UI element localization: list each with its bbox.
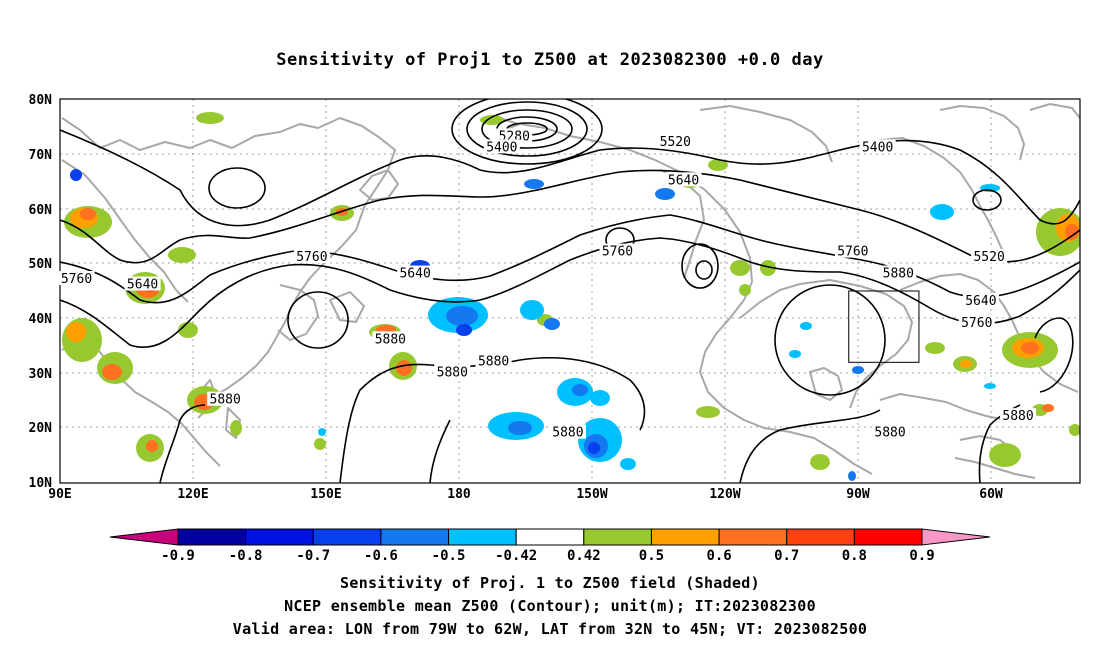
contour-label-bg — [971, 249, 1008, 264]
lat-label: 70N — [29, 148, 53, 163]
contour-label: 5880 — [883, 267, 914, 282]
colorbar-swatch — [650, 528, 720, 546]
colorbar-swatch — [718, 528, 788, 546]
contour-label: 5520 — [660, 135, 691, 150]
colorbar-tick-label: -0.6 — [364, 548, 398, 564]
colorbar — [109, 528, 991, 546]
lon-label: 150E — [310, 487, 341, 502]
contour-label-bg — [665, 172, 702, 187]
contour-label-bg — [657, 133, 694, 148]
contour-label: 5400 — [486, 140, 517, 155]
colorbar-arrow-max — [921, 528, 991, 546]
contour-label: 5760 — [837, 245, 868, 260]
contour-label-bg — [397, 265, 434, 280]
lon-label: 150W — [576, 487, 607, 502]
contour-label: 5760 — [961, 316, 992, 331]
colorbar-tick-label: 0.9 — [909, 548, 934, 564]
lon-label: 120E — [177, 487, 208, 502]
contour-label: 5880 — [375, 332, 406, 347]
z500-contours — [60, 99, 1080, 483]
lon-label: 60W — [979, 487, 1003, 502]
contour-label: 5880 — [437, 365, 468, 380]
colorbar-tick-label: -0.7 — [296, 548, 330, 564]
contour-label-bg — [1000, 408, 1037, 423]
caption-line-1: Sensitivity of Proj. 1 to Z500 field (Sh… — [340, 574, 760, 592]
colorbar-swatch — [583, 528, 652, 546]
contour-label: 5640 — [668, 173, 699, 188]
contour-label: 5640 — [965, 294, 996, 309]
contour-label: 5760 — [602, 245, 633, 260]
contour-label: 5880 — [552, 426, 583, 441]
contour-label-bg — [872, 424, 909, 439]
colorbar-tick-label: 0.5 — [639, 548, 664, 564]
lat-label: 40N — [29, 312, 53, 327]
colorbar-labels: -0.9 -0.8 -0.7 -0.6 -0.5 -0.42 0.42 0.5 0.6 0.7 0.… — [161, 548, 935, 564]
contour-label-bg — [496, 128, 533, 143]
colorbar-tick-label: 0.6 — [706, 548, 731, 564]
contour-label: 5520 — [973, 250, 1004, 265]
colorbar-swatch — [177, 528, 247, 546]
contour-label: 5400 — [862, 140, 893, 155]
valid-area-box — [848, 290, 920, 363]
contour-label: 5880 — [478, 354, 509, 369]
contour-label-bg — [483, 139, 520, 154]
lat-label: 50N — [29, 257, 53, 272]
contour-label-bg — [880, 265, 917, 280]
lat-label: 10N — [29, 476, 53, 491]
colorbar-tick-label: -0.8 — [229, 548, 263, 564]
colorbar-swatch — [312, 528, 382, 546]
contour-label-bg — [293, 249, 330, 264]
contour-label-bg — [124, 276, 161, 291]
lat-label: 30N — [29, 367, 53, 382]
contour-label-bg — [372, 331, 409, 346]
lon-label: 180 — [447, 487, 471, 502]
contour-label-bg — [859, 139, 896, 154]
caption-line-2: NCEP ensemble mean Z500 (Contour); unit(… — [284, 597, 816, 615]
colorbar-tick-label: 0.7 — [774, 548, 799, 564]
contour-label-bg — [207, 391, 244, 406]
contour-label: 5760 — [61, 272, 92, 287]
contour-label: 5880 — [210, 393, 241, 408]
contour-label-bg — [599, 243, 636, 258]
contour-label-bg — [962, 292, 999, 307]
lon-label: 120W — [709, 487, 740, 502]
colorbar-swatch — [515, 528, 585, 546]
colorbar-swatch — [786, 528, 855, 546]
contour-label: 5640 — [127, 278, 158, 293]
lon-label: 90E — [48, 487, 71, 502]
colorbar-swatch — [853, 528, 923, 546]
latitude-labels: 80N 70N 60N 50N 40N 30N 20N 10N — [29, 93, 53, 491]
contour-label: 5880 — [1002, 409, 1033, 424]
contour-label-bg — [58, 271, 95, 286]
contour-label-bg — [434, 364, 471, 379]
longitude-labels: 90E 120E 150E 180 150W 120W 90W 60W — [48, 487, 1003, 502]
lat-label: 80N — [29, 93, 53, 108]
caption-line-3: Valid area: LON from 79W to 62W, LAT fro… — [232, 620, 868, 638]
contour-label-bg — [475, 353, 512, 368]
lat-label: 20N — [29, 421, 53, 436]
contour-label: 5640 — [399, 267, 430, 282]
contour-label-bg — [958, 314, 995, 329]
contour-label-bg — [834, 243, 871, 258]
colorbar-arrow-min — [109, 528, 179, 546]
contour-label-bg — [549, 424, 586, 439]
colorbar-swatch — [245, 528, 314, 546]
contour-label: 5760 — [296, 250, 327, 265]
colorbar-swatch — [448, 528, 517, 546]
lat-label: 60N — [29, 203, 53, 218]
colorbar-swatch — [380, 528, 450, 546]
plot-border — [59, 98, 1081, 484]
lon-label: 90W — [846, 487, 870, 502]
colorbar-tick-label: -0.9 — [161, 548, 195, 564]
colorbar-tick-label: -0.5 — [432, 548, 466, 564]
colorbar-tick-label: -0.42 — [495, 548, 537, 564]
contour-label: 5880 — [874, 426, 905, 441]
colorbar-tick-label: 0.42 — [567, 548, 601, 564]
map-title: Sensitivity of Proj1 to Z500 at 20230823… — [276, 50, 824, 70]
colorbar-tick-label: 0.8 — [842, 548, 867, 564]
